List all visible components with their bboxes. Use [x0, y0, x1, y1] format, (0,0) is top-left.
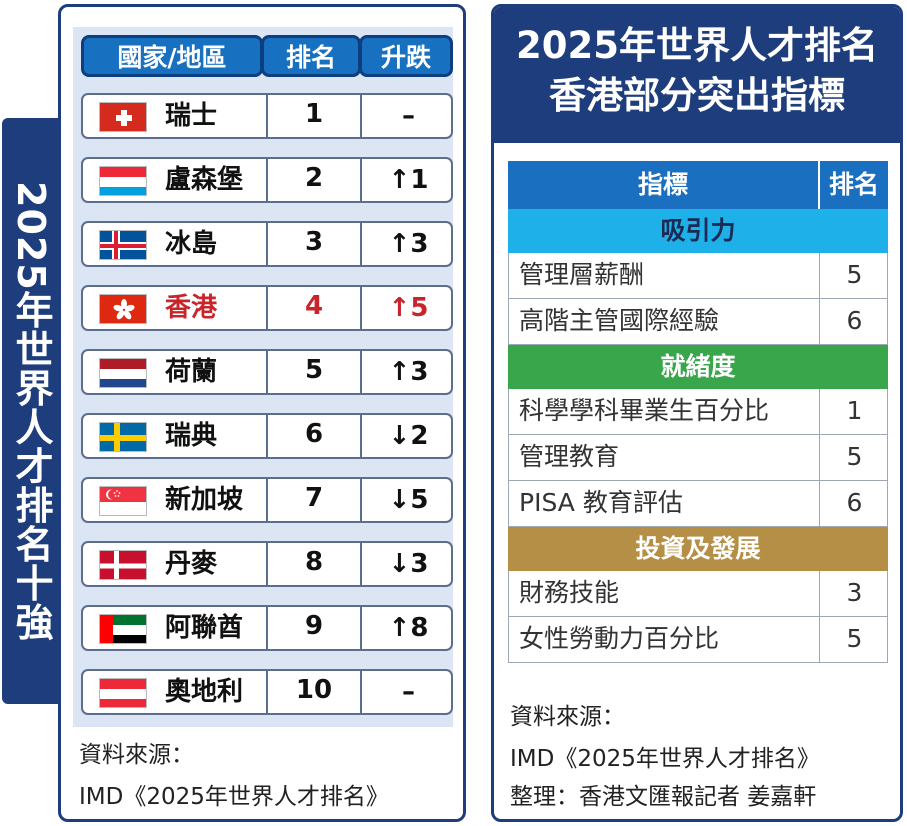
indicator-name: 管理教育	[519, 442, 620, 471]
country-row: 冰島 3 ↑3	[81, 221, 453, 267]
country-row: 阿聯酋 9 ↑8	[81, 605, 453, 651]
country-rank: 7	[266, 477, 362, 523]
header-change: 升跌	[359, 35, 453, 77]
country-rank: 10	[266, 669, 362, 715]
indicator-name: 管理層薪酬	[519, 260, 645, 289]
indicator-rank: 6	[819, 481, 889, 526]
rank-change: –	[402, 101, 415, 131]
left-source-label: 資料來源：	[79, 742, 194, 768]
country-name: 盧森堡	[165, 165, 244, 195]
country-row: 香港 4 ↑5	[81, 285, 453, 331]
indicator-rank: 1	[819, 389, 889, 434]
denmark-flag	[99, 550, 147, 580]
indicators-header: 指標 排名	[508, 161, 888, 209]
country-row: 新加坡 7 ↓5	[81, 477, 453, 523]
switzerland-flag	[99, 102, 147, 132]
country-name: 新加坡	[165, 485, 244, 515]
country-row: 奧地利 10 –	[81, 669, 453, 715]
indicator-row: 財務技能 3	[508, 571, 888, 617]
indicators-title-line2: 香港部分突出指標	[549, 74, 845, 117]
country-name: 荷蘭	[165, 357, 218, 387]
country-name: 阿聯酋	[165, 613, 244, 643]
indicator-row: 科學學科畢業生百分比 1	[508, 389, 888, 435]
indicators-title-line1: 2025年世界人才排名	[516, 24, 878, 67]
indicator-rank: 6	[819, 299, 889, 344]
country-name: 奧地利	[165, 677, 244, 707]
header-country: 國家/地區	[81, 35, 263, 77]
country-rank: 5	[266, 349, 362, 395]
indicator-row: 管理層薪酬 5	[508, 253, 888, 299]
rank-change: –	[402, 677, 415, 707]
indicator-name: 財務技能	[519, 578, 620, 607]
right-source-label: 資料來源：	[510, 704, 625, 730]
indicator-row: 高階主管國際經驗 6	[508, 299, 888, 345]
top10-panel: 國家/地區 排名 升跌 瑞士 1 – 盧森堡 2 ↑1 冰島 3 ↑3 香港 4 ↑5 荷蘭 5 ↑3 瑞典 6…	[58, 4, 466, 822]
country-rank: 9	[266, 605, 362, 651]
section-header: 就緒度	[508, 345, 888, 389]
country-name: 冰島	[165, 229, 218, 259]
indicators-title-block: 2025年世界人才排名 香港部分突出指標	[494, 7, 900, 143]
iceland-flag	[99, 230, 147, 260]
singapore-flag	[99, 486, 147, 516]
indicators-panel: 2025年世界人才排名 香港部分突出指標 指標 排名 吸引力 管理層薪酬 5 高階主管…	[491, 4, 903, 822]
country-rank: 1	[266, 93, 362, 139]
country-name: 瑞典	[165, 421, 218, 451]
vertical-title-bar: 2025年世界人才排名十強	[2, 118, 60, 704]
indicator-rank: 5	[819, 253, 889, 298]
country-name: 丹麥	[165, 549, 218, 579]
country-row: 瑞士 1 –	[81, 93, 453, 139]
country-rank: 2	[266, 157, 362, 203]
indicators-body: 吸引力 管理層薪酬 5 高階主管國際經驗 6 就緒度 科學學科畢業生百分比 1 管理教育 5 PIS…	[508, 209, 888, 663]
indicator-name: PISA 教育評估	[519, 488, 683, 517]
indicator-name: 女性勞動力百分比	[519, 624, 720, 653]
indicator-rank: 3	[819, 571, 889, 616]
country-row: 荷蘭 5 ↑3	[81, 349, 453, 395]
luxembourg-flag	[99, 166, 147, 196]
rank-change: ↓5	[388, 485, 429, 515]
indicator-row: PISA 教育評估 6	[508, 481, 888, 527]
indicators-table: 指標 排名 吸引力 管理層薪酬 5 高階主管國際經驗 6 就緒度 科學學科畢業生百分比 1 管理…	[508, 161, 888, 663]
rank-change: ↑1	[388, 165, 429, 195]
rank-change: ↓3	[388, 549, 429, 579]
vertical-title: 2025年世界人才排名十強	[9, 180, 53, 642]
country-row: 盧森堡 2 ↑1	[81, 157, 453, 203]
indicator-row: 女性勞動力百分比 5	[508, 617, 888, 663]
section-header: 投資及發展	[508, 527, 888, 571]
rank-change: ↑3	[388, 229, 429, 259]
right-source-text: IMD《2025年世界人才排名》	[510, 746, 820, 772]
indicator-name: 高階主管國際經驗	[519, 306, 720, 335]
rank-change: ↑8	[388, 613, 429, 643]
sweden-flag	[99, 422, 147, 452]
indicator-row: 管理教育 5	[508, 435, 888, 481]
country-rank: 3	[266, 221, 362, 267]
country-row: 丹麥 8 ↓3	[81, 541, 453, 587]
country-name: 瑞士	[165, 101, 218, 131]
left-source-text: IMD《2025年世界人才排名》	[79, 784, 389, 810]
country-row: 瑞典 6 ↓2	[81, 413, 453, 459]
rank-change: ↑3	[388, 357, 429, 387]
country-name: 香港	[165, 293, 218, 323]
country-rank: 8	[266, 541, 362, 587]
netherlands-flag	[99, 358, 147, 388]
indicator-name: 科學學科畢業生百分比	[519, 396, 770, 425]
right-credit: 整理：香港文匯報記者 姜嘉軒	[510, 784, 817, 810]
header-rank: 排名	[261, 35, 361, 77]
country-rank: 4	[266, 285, 362, 331]
hongkong-flag	[99, 294, 147, 324]
rank-change: ↑5	[388, 293, 429, 323]
uae-flag	[99, 614, 147, 644]
header-indicator-rank: 排名	[818, 161, 888, 209]
indicator-rank: 5	[819, 435, 889, 480]
country-rank: 6	[266, 413, 362, 459]
section-header: 吸引力	[508, 209, 888, 253]
header-indicator: 指標	[637, 170, 688, 199]
rank-change: ↓2	[388, 421, 429, 451]
austria-flag	[99, 678, 147, 708]
indicator-rank: 5	[819, 617, 889, 662]
